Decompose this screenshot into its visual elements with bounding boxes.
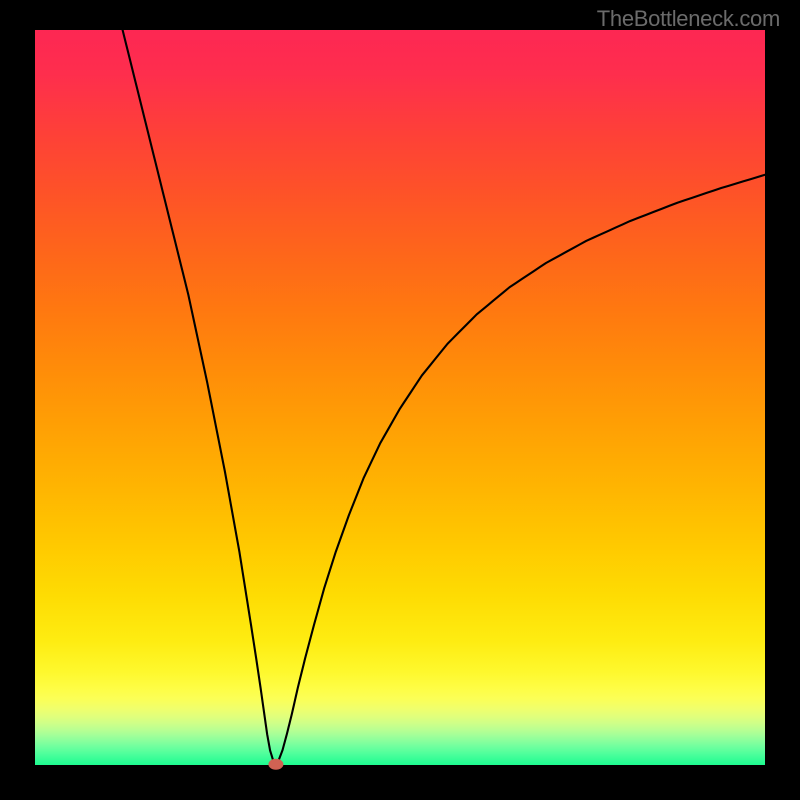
bottleneck-chart <box>0 0 800 800</box>
apex-marker <box>268 759 283 770</box>
plot-area <box>35 30 765 765</box>
watermark-text: TheBottleneck.com <box>597 6 780 32</box>
